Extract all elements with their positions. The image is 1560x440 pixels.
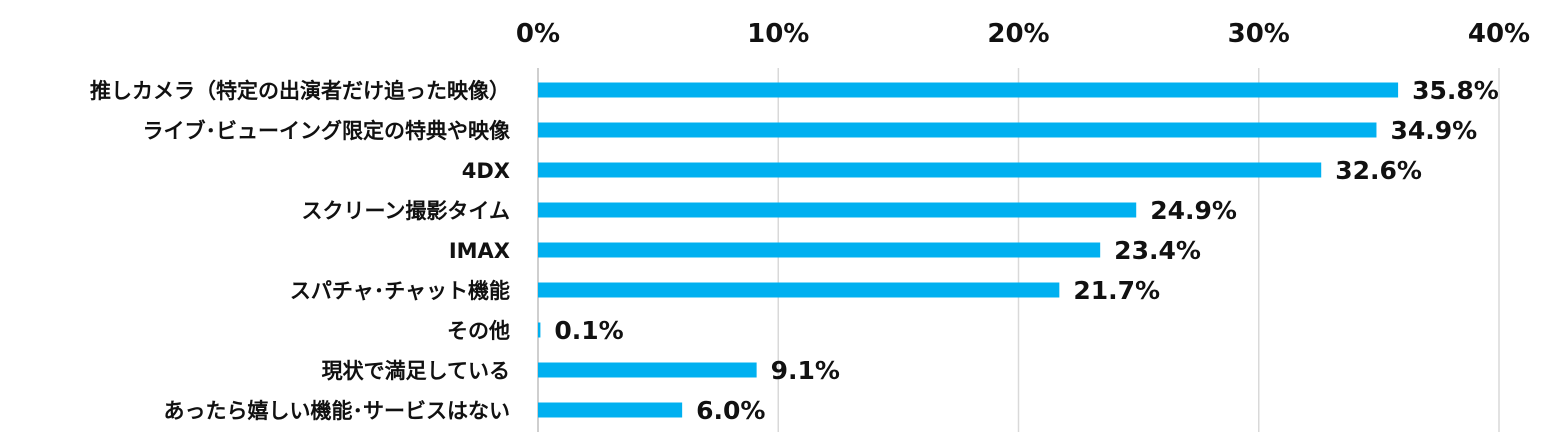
category-label-3: スクリーン撮影タイム	[301, 199, 510, 223]
bars	[538, 82, 1399, 418]
bar-3	[538, 202, 1137, 218]
tick-label-40: 40%	[1468, 19, 1530, 49]
value-label-2: 32.6%	[1335, 156, 1422, 185]
tick-label-0: 0%	[516, 19, 560, 49]
category-label-8: あったら嬉しい機能･サービスはない	[164, 399, 511, 423]
category-label-5: スパチャ･チャット機能	[290, 279, 510, 303]
tick-label-20: 20%	[987, 19, 1049, 49]
value-label-7: 9.1%	[771, 356, 840, 385]
tick-label-10: 10%	[747, 19, 809, 49]
category-labels: 推しカメラ（特定の出演者だけ追った映像） ライブ･ビューイング限定の特典や映像 4D…	[90, 79, 511, 423]
value-labels: 35.8% 34.9% 32.6% 24.9% 23.4% 21.7% 0.1% 9.1%6.…	[554, 76, 1498, 425]
category-label-1: ライブ･ビューイング限定の特典や映像	[143, 119, 511, 143]
bar-1	[538, 122, 1377, 138]
bar-2	[538, 162, 1322, 178]
category-label-2: 4DX	[462, 159, 510, 183]
value-label-1: 34.9%	[1390, 116, 1477, 145]
value-label-3: 24.9%	[1150, 196, 1237, 225]
tick-label-30: 30%	[1228, 19, 1290, 49]
value-label-8: 6.0%	[696, 396, 765, 425]
bar-6	[538, 322, 541, 338]
value-label-6: 0.1%	[554, 316, 623, 345]
bar-0	[538, 82, 1399, 98]
bar-8	[538, 402, 683, 418]
x-axis-ticks: 0% 10% 20% 30% 40%	[516, 19, 1530, 49]
value-label-5: 21.7%	[1073, 276, 1160, 305]
bar-5	[538, 282, 1060, 298]
value-label-4: 23.4%	[1114, 236, 1201, 265]
category-label-7: 現状で満足している	[322, 359, 510, 383]
value-label-0: 35.8%	[1412, 76, 1499, 105]
bar-4	[538, 242, 1101, 258]
category-label-4: IMAX	[449, 239, 510, 263]
category-label-6: その他	[447, 319, 510, 343]
category-label-0: 推しカメラ（特定の出演者だけ追った映像）	[90, 79, 510, 103]
bar-7	[538, 362, 757, 378]
